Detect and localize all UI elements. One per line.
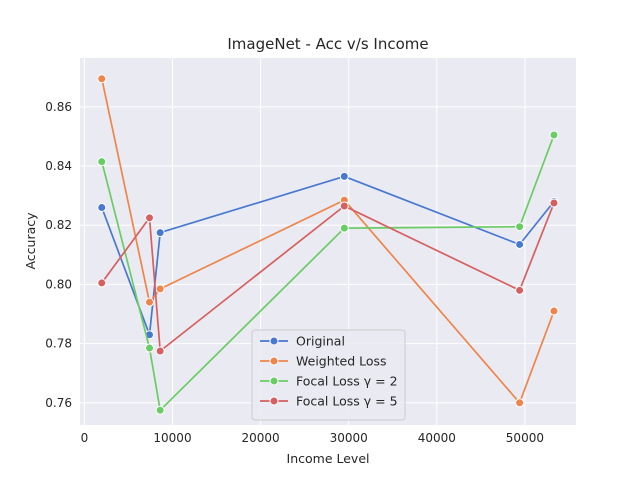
y-tick-label: 0.84: [45, 159, 72, 173]
series-line: [101, 175, 555, 336]
x-tick-label: 40000: [418, 431, 456, 445]
data-point: [97, 74, 107, 84]
y-tick-label: 0.82: [45, 218, 72, 232]
legend-marker: [269, 396, 279, 406]
x-tick-label: 10000: [153, 431, 191, 445]
data-point: [155, 405, 165, 415]
data-point: [97, 278, 107, 288]
data-point: [339, 201, 349, 211]
x-tick-label: 20000: [242, 431, 280, 445]
legend-marker: [269, 356, 279, 366]
chart-title: ImageNet - Acc v/s Income: [227, 35, 428, 53]
series-line: [100, 78, 555, 404]
grid-lines: [80, 58, 576, 425]
y-tick-label: 0.78: [45, 337, 72, 351]
legend-label: Focal Loss γ = 2: [296, 374, 398, 389]
legend-label: Weighted Loss: [296, 354, 387, 369]
y-tick-label: 0.86: [45, 100, 72, 114]
tick-labels: 0 10000 20000 30000 40000 50000 0.76 0.78 0.80 0.…: [45, 100, 544, 445]
legend-item: Original: [260, 334, 345, 349]
data-point: [155, 228, 165, 238]
x-tick-label: 0: [81, 431, 89, 445]
data-point: [97, 157, 107, 167]
legend-marker: [269, 336, 279, 346]
x-axis-label: Income Level: [287, 451, 370, 466]
series-0: [97, 171, 559, 340]
data-point: [549, 130, 559, 140]
y-axis-label: Accuracy: [23, 212, 38, 270]
data-point: [515, 222, 525, 232]
legend-marker: [269, 376, 279, 386]
series-line: [101, 202, 555, 352]
legend-item: Weighted Loss: [260, 354, 387, 369]
data-point: [145, 213, 155, 223]
legend-item: Focal Loss γ = 2: [260, 374, 398, 389]
data-point: [145, 343, 155, 353]
data-point: [155, 284, 165, 294]
legend-label: Focal Loss γ = 5: [296, 394, 398, 409]
legend: Original Weighted Loss Focal Loss γ = 2 Foc…: [251, 329, 406, 421]
data-point: [549, 306, 559, 316]
data-point: [549, 198, 559, 208]
legend-item: Focal Loss γ = 5: [260, 394, 398, 409]
y-tick-label: 0.80: [45, 277, 72, 291]
series-2: [97, 130, 559, 415]
series-3: [97, 198, 559, 356]
legend-label: Original: [296, 334, 345, 349]
series-layer: [97, 74, 559, 415]
y-tick-label: 0.76: [45, 396, 72, 410]
data-point: [145, 297, 155, 307]
data-point: [339, 223, 349, 233]
data-point: [97, 202, 107, 212]
x-tick-label: 50000: [506, 431, 544, 445]
x-tick-label: 30000: [330, 431, 368, 445]
data-point: [339, 171, 349, 181]
data-point: [515, 285, 525, 295]
data-point: [515, 398, 525, 408]
series-line: [100, 134, 555, 412]
legend-box: [251, 329, 406, 421]
data-point: [515, 239, 525, 249]
data-point: [155, 346, 165, 356]
